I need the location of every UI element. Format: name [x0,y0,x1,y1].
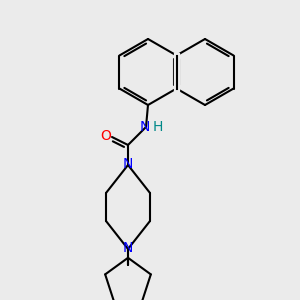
Text: N: N [140,120,150,134]
Text: N: N [123,241,133,255]
Text: N: N [123,157,133,171]
Text: H: H [153,120,163,134]
Text: O: O [100,129,111,143]
